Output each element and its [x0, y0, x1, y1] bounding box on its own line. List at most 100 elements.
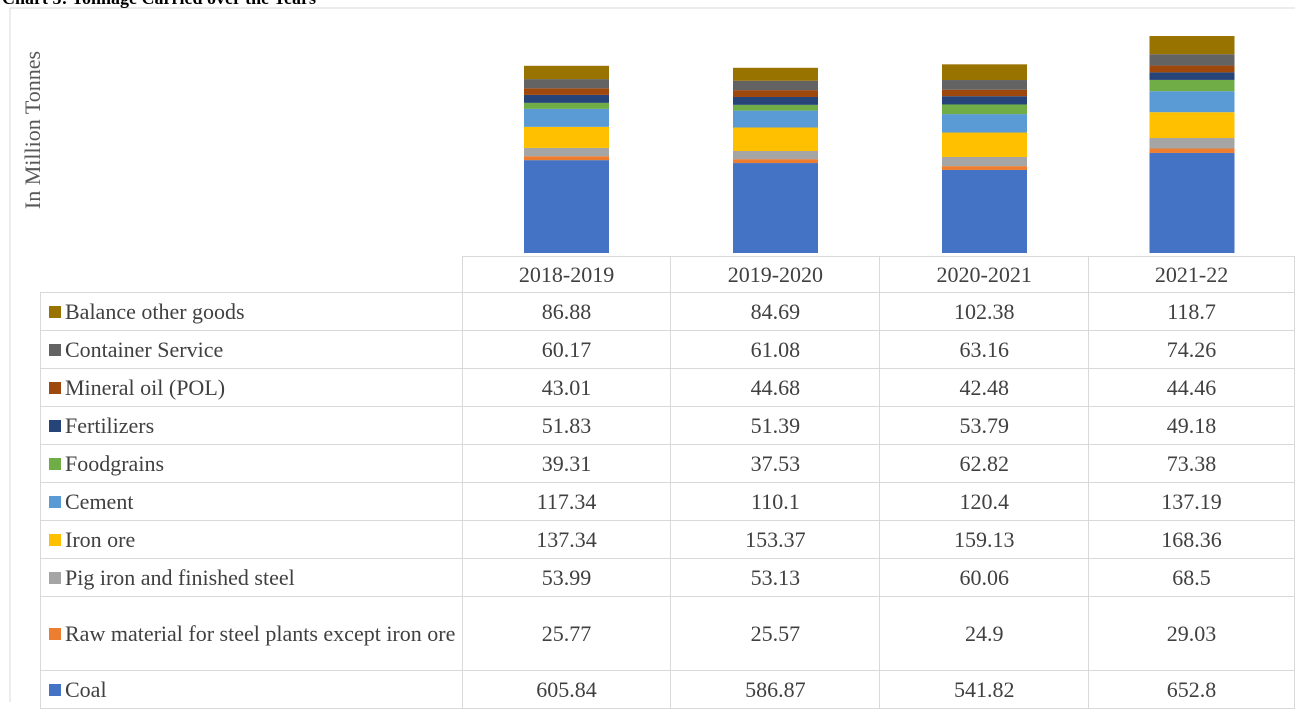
- legend-cell: Raw material for steel plants except iro…: [40, 596, 463, 671]
- legend-label: Mineral oil (POL): [65, 374, 226, 400]
- value-cell: 61.08: [670, 330, 881, 369]
- value-cell: 586.87: [670, 670, 881, 709]
- legend-label: Foodgrains: [65, 450, 164, 476]
- bar-segment: [733, 163, 818, 253]
- table-row: Balance other goods 86.88 84.69 102.38 118.7: [40, 292, 1295, 331]
- bar-segment: [1149, 72, 1235, 80]
- bar-segment: [942, 169, 1027, 253]
- legend-swatch: [49, 305, 61, 318]
- legend-cell: Coal: [40, 670, 463, 709]
- bar-segment: [733, 150, 818, 160]
- bar-segment: [524, 88, 609, 95]
- value-cell: 49.18: [1088, 406, 1295, 445]
- legend-swatch: [49, 533, 61, 546]
- category-label: 2021-22: [1088, 256, 1295, 293]
- bar-segment: [733, 80, 818, 91]
- value-cell: 74.26: [1088, 330, 1295, 369]
- bar-segment: [942, 64, 1027, 81]
- bar-segment: [524, 147, 609, 157]
- legend-label: Balance other goods: [65, 298, 245, 324]
- value-cell: 39.31: [461, 444, 672, 483]
- bar-segment: [1149, 36, 1235, 55]
- legend-swatch: [49, 627, 61, 640]
- bar-segment: [733, 104, 818, 111]
- bar-segment: [942, 96, 1027, 105]
- value-cell: 53.13: [670, 558, 881, 597]
- legend-label: Container Service: [65, 336, 224, 362]
- legend-label: Cement: [65, 488, 134, 514]
- chart-title: Chart 5: Tonnage Carried over the Years: [2, 0, 316, 8]
- category-label: 2018-2019: [461, 256, 672, 293]
- table-row: Iron ore 137.34 153.37 159.13 168.36: [40, 520, 1295, 559]
- data-table: 2018-2019 2019-2020 2020-2021 2021-22 Balanc…: [40, 256, 1295, 709]
- value-cell: 62.82: [879, 444, 1090, 483]
- value-cell: 43.01: [461, 368, 672, 407]
- bar-segment: [1149, 79, 1235, 92]
- bar-segment: [942, 166, 1027, 170]
- bar-segment: [1149, 138, 1235, 149]
- bar-segment: [733, 96, 818, 105]
- table-row: Pig iron and finished steel 53.99 53.13 60.…: [40, 558, 1295, 597]
- table-row: Fertilizers 51.83 51.39 53.79 49.18: [40, 406, 1295, 445]
- bar-segment: [733, 127, 818, 151]
- bar-segment: [942, 89, 1027, 97]
- legend-swatch: [49, 343, 61, 356]
- legend-swatch: [49, 381, 61, 394]
- legend-cell: Balance other goods: [40, 292, 463, 331]
- value-cell: 24.9: [879, 596, 1090, 671]
- bar-segment: [524, 126, 609, 148]
- bar-segment: [733, 110, 818, 128]
- value-cell: 110.1: [670, 482, 881, 521]
- legend-label: Raw material for steel plants except iro…: [65, 620, 456, 646]
- bar-segment: [524, 156, 609, 161]
- bar-segment: [1149, 152, 1235, 253]
- bar-segment: [524, 79, 609, 89]
- legend-cell: Foodgrains: [40, 444, 463, 483]
- value-cell: 51.83: [461, 406, 672, 445]
- legend-label: Iron ore: [65, 526, 136, 552]
- chart-border: [9, 7, 1295, 702]
- legend-swatch: [49, 571, 61, 584]
- value-cell: 68.5: [1088, 558, 1295, 597]
- value-cell: 137.19: [1088, 482, 1295, 521]
- bar-segment: [942, 80, 1027, 90]
- value-cell: 29.03: [1088, 596, 1295, 671]
- value-cell: 60.17: [461, 330, 672, 369]
- table-row: Coal 605.84 586.87 541.82 652.8: [40, 670, 1295, 709]
- bar-segment: [942, 132, 1027, 157]
- bar-segment: [524, 94, 609, 103]
- value-cell: 53.79: [879, 406, 1090, 445]
- bar-segment: [524, 65, 609, 80]
- value-cell: 42.48: [879, 368, 1090, 407]
- bar-segment: [524, 108, 609, 127]
- value-cell: 159.13: [879, 520, 1090, 559]
- table-row: Foodgrains 39.31 37.53 62.82 73.38: [40, 444, 1295, 483]
- bar-segment: [1149, 54, 1235, 66]
- legend-label: Coal: [65, 676, 107, 702]
- value-cell: 541.82: [879, 670, 1090, 709]
- legend-cell: Iron ore: [40, 520, 463, 559]
- value-cell: 25.77: [461, 596, 672, 671]
- value-cell: 102.38: [879, 292, 1090, 331]
- value-cell: 25.57: [670, 596, 881, 671]
- value-cell: 53.99: [461, 558, 672, 597]
- legend-cell: Cement: [40, 482, 463, 521]
- bar-segment: [942, 114, 1027, 133]
- bar-segment: [942, 104, 1027, 115]
- value-cell: 73.38: [1088, 444, 1295, 483]
- value-cell: 120.4: [879, 482, 1090, 521]
- bar-segment: [1149, 148, 1235, 153]
- value-cell: 652.8: [1088, 670, 1295, 709]
- table-row: Container Service 60.17 61.08 63.16 74.26: [40, 330, 1295, 369]
- category-label: 2020-2021: [879, 256, 1090, 293]
- value-cell: 605.84: [461, 670, 672, 709]
- legend-cell: Fertilizers: [40, 406, 463, 445]
- value-cell: 44.46: [1088, 368, 1295, 407]
- legend-label: Fertilizers: [65, 412, 155, 438]
- value-cell: 86.88: [461, 292, 672, 331]
- bar-segment: [1149, 112, 1235, 139]
- legend-swatch: [49, 419, 61, 432]
- legend-cell: Container Service: [40, 330, 463, 369]
